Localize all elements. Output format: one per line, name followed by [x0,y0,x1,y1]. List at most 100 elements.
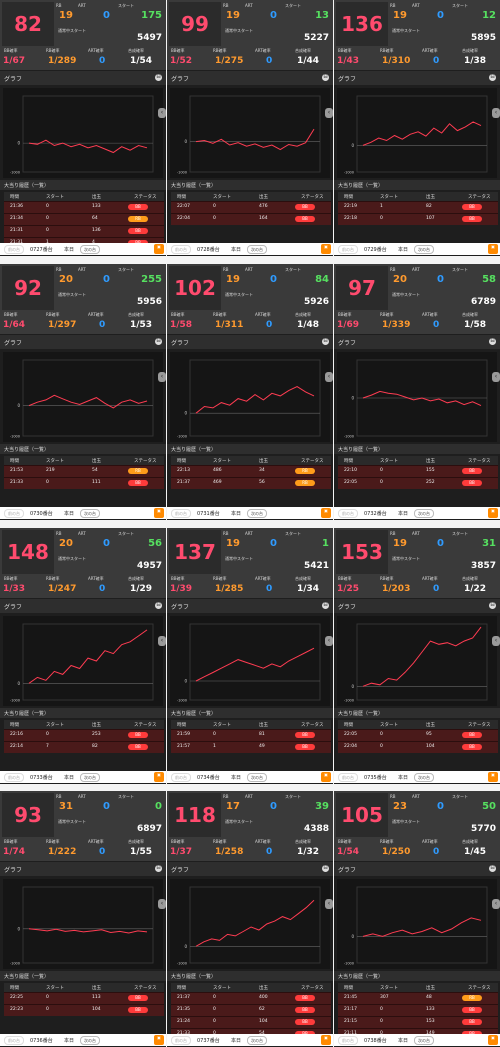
prev-machine-button[interactable]: 前の台 [4,773,24,782]
next-machine-button[interactable]: 次の台 [247,245,267,254]
hit-status-badge: RB [128,468,148,474]
combined-prob: 1/48 [297,320,320,330]
next-machine-button[interactable]: 次の台 [247,773,267,782]
next-machine-button[interactable]: 次の台 [247,1036,267,1045]
machine-icon[interactable]: ▣ [488,508,498,518]
slump-graph: 0 -1000 ‹ [170,352,333,442]
axis-zero-label: 0 [184,139,187,144]
machine-icon[interactable]: ▣ [488,244,498,254]
collapse-icon[interactable]: ⊟ [155,865,162,872]
graph-frame [22,623,154,701]
next-arrow-icon[interactable]: ‹ [158,108,166,118]
machine-icon[interactable]: ▣ [321,772,331,782]
next-machine-button[interactable]: 次の台 [80,1036,100,1045]
collapse-icon[interactable]: ⊟ [322,338,329,345]
prev-machine-button[interactable]: 前の台 [338,509,358,518]
next-arrow-icon[interactable]: ‹ [325,636,333,646]
collapse-icon[interactable]: ⊟ [155,602,162,609]
next-arrow-icon[interactable]: ‹ [325,372,333,382]
machine-icon[interactable]: ▣ [321,1035,331,1045]
next-machine-button[interactable]: 次の台 [414,509,434,518]
axis-zero-label: 0 [351,934,354,939]
collapse-icon[interactable]: ⊟ [489,338,496,345]
history-title: 大当り履歴（一覧） [338,711,384,717]
slump-graph-svg: 0 -1000 [344,886,488,966]
collapse-icon[interactable]: ⊟ [489,865,496,872]
collapse-icon[interactable]: ⊟ [322,865,329,872]
machine-icon[interactable]: ▣ [154,244,164,254]
rb-prob: 1/297 [48,320,77,330]
hit-time: 21:17 [344,1007,357,1012]
machine-icon[interactable]: ▣ [154,508,164,518]
prev-machine-button[interactable]: 前の台 [171,773,191,782]
prev-machine-button[interactable]: 前の台 [4,1036,24,1045]
prev-machine-button[interactable]: 前の台 [171,509,191,518]
next-arrow-icon[interactable]: ‹ [492,899,500,909]
graph-title: グラフ [4,604,23,611]
hit-payout: 34 [259,468,265,473]
today-label: 本日 [64,1038,75,1044]
prev-machine-button[interactable]: 前の台 [338,1036,358,1045]
history-row: 21:31 0 136 BB [4,225,164,237]
machine-icon[interactable]: ▣ [488,1035,498,1045]
art-prob-label: ART確率 [255,312,271,317]
next-machine-button[interactable]: 次の台 [247,509,267,518]
start-count: 39 [315,801,329,812]
collapse-icon[interactable]: ⊟ [155,338,162,345]
axis-zero-label: 0 [17,681,20,686]
stats-block: 82 RB 19 ART 0 スタート 175 通常中スタート 5497 BB確率 1/67 RB確率… [0,0,166,70]
machine-icon[interactable]: ▣ [154,772,164,782]
rb-prob: 1/250 [382,847,411,857]
next-machine-button[interactable]: 次の台 [80,509,100,518]
start-count: 13 [315,10,329,21]
start-count: 1 [322,538,329,549]
slump-graph: 0 -1000 ‹ [337,352,500,442]
machine-icon[interactable]: ▣ [488,772,498,782]
machine-icon[interactable]: ▣ [154,1035,164,1045]
next-machine-button[interactable]: 次の台 [414,1036,434,1045]
prev-machine-button[interactable]: 前の台 [4,245,24,254]
next-arrow-icon[interactable]: ‹ [325,899,333,909]
prev-machine-button[interactable]: 前の台 [171,1036,191,1045]
next-arrow-icon[interactable]: ‹ [492,108,500,118]
next-arrow-icon[interactable]: ‹ [492,636,500,646]
prev-machine-button[interactable]: 前の台 [338,245,358,254]
col-time: 時間 [344,986,353,991]
next-machine-button[interactable]: 次の台 [414,245,434,254]
slump-line [362,390,482,407]
collapse-icon[interactable]: ⊟ [489,74,496,81]
next-machine-button[interactable]: 次の台 [80,773,100,782]
art-prob: 0 [266,320,273,330]
next-arrow-icon[interactable]: ‹ [158,636,166,646]
hit-payout: 104 [426,744,435,749]
machine-icon[interactable]: ▣ [321,244,331,254]
machine-icon[interactable]: ▣ [321,508,331,518]
start-label: スタート [452,3,468,8]
collapse-icon[interactable]: ⊟ [489,602,496,609]
combined-prob-label: 合成確率 [128,48,144,53]
hit-status-badge: BB [295,204,315,210]
col-start: スタート [46,459,64,464]
collapse-icon[interactable]: ⊟ [322,74,329,81]
slump-graph: 0 -1000 ‹ [3,88,166,178]
prev-machine-button[interactable]: 前の台 [4,509,24,518]
rb-label: RB [223,531,229,536]
machine-number: 0738番台 [364,1038,387,1044]
next-arrow-icon[interactable]: ‹ [492,372,500,382]
next-machine-button[interactable]: 次の台 [80,245,100,254]
history-row: 21:33 0 111 BB [4,477,164,489]
bb-prob-label: BB確率 [338,576,352,581]
history-title: 大当り履歴（一覧） [338,974,384,980]
next-machine-button[interactable]: 次の台 [414,773,434,782]
axis-zero-label: 0 [184,679,187,684]
rb-prob-label: RB確率 [380,839,394,844]
prev-machine-button[interactable]: 前の台 [338,773,358,782]
collapse-icon[interactable]: ⊟ [322,602,329,609]
prev-machine-button[interactable]: 前の台 [171,245,191,254]
next-arrow-icon[interactable]: ‹ [158,899,166,909]
rb-label: RB [223,794,229,799]
collapse-icon[interactable]: ⊟ [155,74,162,81]
col-status: ステータス [468,723,491,728]
next-arrow-icon[interactable]: ‹ [325,108,333,118]
next-arrow-icon[interactable]: ‹ [158,372,166,382]
